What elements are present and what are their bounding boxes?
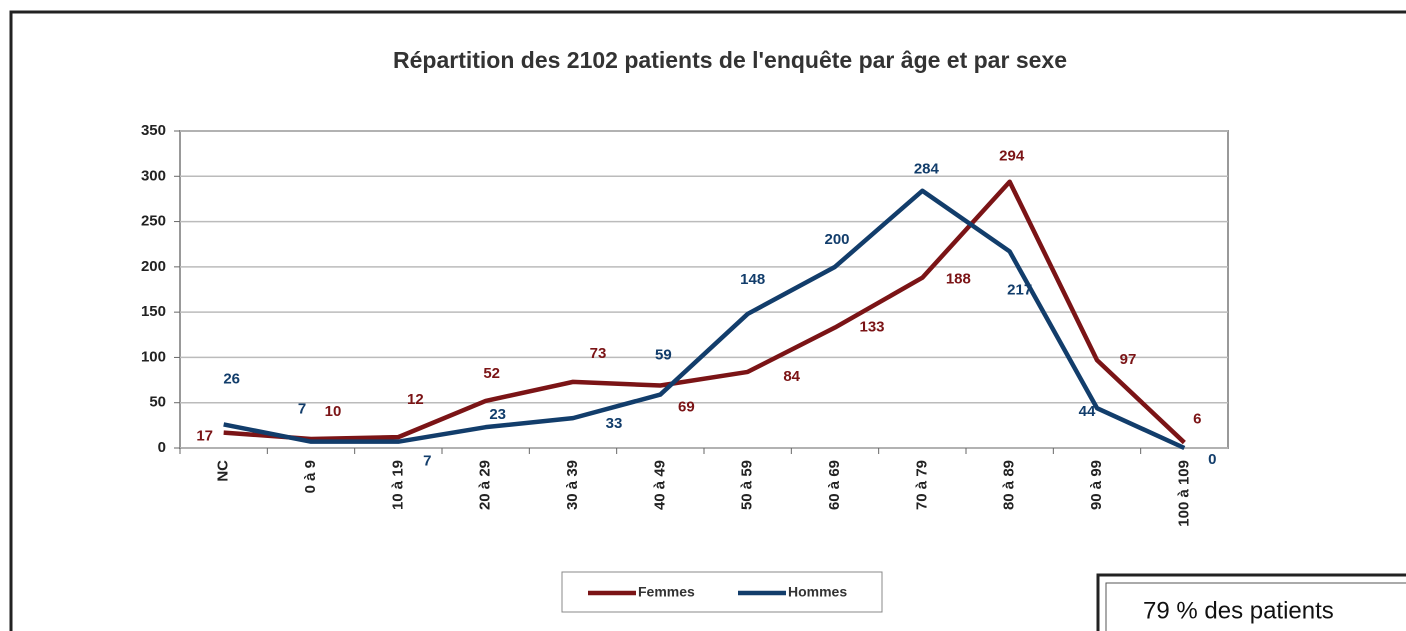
data-label: 52: [483, 365, 500, 382]
x-tick-label: 70 à 79: [913, 460, 930, 510]
x-tick-label: NC: [215, 460, 232, 482]
y-tick-label: 50: [149, 394, 166, 411]
data-label: 59: [655, 347, 672, 364]
data-label: 148: [740, 271, 765, 288]
x-tick-label: 20 à 29: [477, 460, 494, 510]
data-label: 6: [1193, 411, 1201, 428]
y-tick-label: 350: [141, 122, 166, 139]
y-tick-label: 250: [141, 213, 166, 230]
y-tick-label: 150: [141, 303, 166, 320]
x-tick-label: 60 à 69: [826, 460, 843, 510]
data-label: 69: [678, 398, 695, 415]
chart-title: Répartition des 2102 patients de l'enquê…: [393, 47, 1067, 73]
data-label: 284: [914, 161, 940, 178]
data-label: 7: [298, 401, 306, 418]
data-label: 33: [606, 415, 623, 432]
x-tick-label: 90 à 99: [1088, 460, 1105, 510]
series-line: [223, 188, 1186, 451]
y-tick-label: 200: [141, 258, 166, 275]
data-label: 84: [783, 368, 800, 385]
data-label: 7: [423, 453, 431, 470]
x-tick-label: 100 à 109: [1175, 460, 1192, 527]
data-label: 133: [859, 319, 884, 336]
data-label: 12: [407, 391, 424, 408]
data-label: 17: [196, 428, 213, 445]
data-label: 217: [1007, 281, 1032, 298]
y-tick-label: 300: [141, 167, 166, 184]
data-label: 26: [223, 370, 240, 387]
data-label: 73: [590, 345, 607, 362]
x-tick-label: 0 à 9: [302, 460, 319, 493]
series-line: [223, 179, 1186, 445]
data-label: 200: [824, 231, 849, 248]
x-tick-label: 50 à 59: [739, 460, 756, 510]
plot-area: [179, 130, 1229, 449]
annotation-inner: [1105, 582, 1406, 631]
data-label: 97: [1120, 351, 1137, 368]
x-tick-label: 40 à 49: [651, 460, 668, 510]
data-label: 23: [489, 406, 506, 423]
data-label: 0: [1208, 451, 1216, 468]
x-tick-label: 30 à 39: [564, 460, 581, 510]
y-tick-label: 100: [141, 348, 166, 365]
legend-label: Hommes: [788, 584, 847, 600]
annotation: 79 % des patients: [1143, 597, 1334, 624]
data-label: 44: [1079, 403, 1096, 420]
data-label: 10: [325, 403, 342, 420]
x-tick-label: 10 à 19: [389, 460, 406, 510]
data-label: 188: [946, 271, 971, 288]
x-tick-label: 80 à 89: [1001, 460, 1018, 510]
data-label: 294: [999, 148, 1025, 165]
y-tick-label: 0: [158, 439, 166, 456]
legend-label: Femmes: [638, 584, 695, 600]
